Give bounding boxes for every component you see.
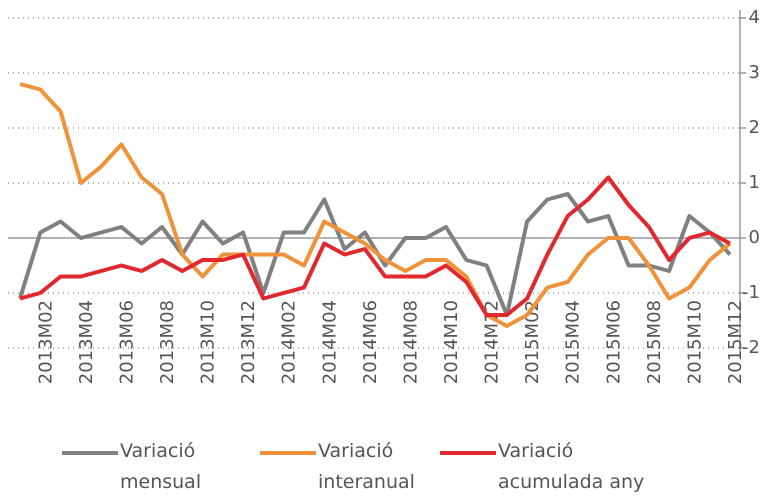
x-tick-label: 2013M10 — [198, 300, 219, 384]
series-line — [19, 175, 731, 317]
y-tick-label: 0 — [749, 227, 760, 248]
x-tick-label: 2015M02 — [522, 300, 543, 384]
x-tick-label: 2013M08 — [157, 300, 178, 384]
legend-swatch — [260, 451, 316, 455]
legend-item: Variació interanual — [260, 436, 428, 498]
legend-label: Variació interanual — [318, 440, 415, 493]
x-tick-label: 2015M04 — [563, 300, 584, 384]
y-tick-label: 3 — [749, 62, 760, 83]
x-tick-label: 2015M10 — [684, 300, 705, 384]
x-tick-label: 2013M02 — [35, 300, 56, 384]
x-tick-label: 2015M12 — [725, 300, 746, 384]
y-tick-label: 4 — [749, 7, 760, 28]
legend-swatch — [440, 451, 496, 455]
x-tick-label: 2013M06 — [116, 300, 137, 384]
y-tick-label: -2 — [742, 337, 760, 358]
legend-swatch — [62, 451, 118, 455]
x-tick-label: 2013M12 — [238, 300, 259, 384]
x-tick-label: 2013M04 — [76, 300, 97, 384]
y-tick-label: 1 — [749, 172, 760, 193]
x-tick-label: 2014M06 — [360, 300, 381, 384]
x-tick-label: 2015M06 — [603, 300, 624, 384]
legend-label: Variació mensual — [120, 440, 202, 493]
series-line — [19, 82, 732, 328]
y-tick-label: -1 — [742, 282, 760, 303]
legend-item: Variació acumulada any — [440, 436, 658, 498]
y-tick-label: 2 — [749, 117, 760, 138]
legend-item: Variació mensual — [62, 436, 230, 498]
x-tick-label: 2015M08 — [644, 300, 665, 384]
x-tick-label: 2014M02 — [279, 300, 300, 384]
series-line — [18, 192, 732, 317]
chart: -2 -1 0 1 2 3 4 2013M02 2013M04 2013M06 2013M08 201… — [8, 7, 760, 384]
legend-label: Variació acumulada any — [498, 440, 645, 493]
x-tick-label: 2014M04 — [319, 300, 340, 384]
x-tick-label: 2014M10 — [441, 300, 462, 384]
x-tick-label: 2014M08 — [400, 300, 421, 384]
